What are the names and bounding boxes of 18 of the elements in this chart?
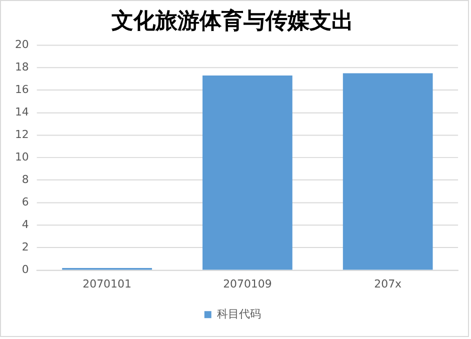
y-tick-label: 14 [14,106,29,118]
y-tick-label: 18 [14,60,29,74]
y-tick-label: 10 [14,150,29,164]
y-tick-label: 0 [22,263,29,276]
x-tick-label: 2070101 [82,278,132,291]
y-tick-label: 20 [14,38,29,51]
x-tick-label: 2070109 [223,278,272,291]
y-tick-label: 16 [14,83,29,96]
y-tick-label: 8 [22,173,29,186]
y-tick-label: 4 [22,218,29,232]
legend-label: 科目代码 [216,307,261,320]
bar [342,73,433,270]
y-tick-label: 6 [22,196,29,209]
x-tick-label: 207x [374,278,402,291]
y-tick-label: 12 [14,128,29,141]
chart-title: 文化旅游体育与传媒支出 [110,8,354,34]
y-tick-label: 2 [22,240,29,254]
bar [202,76,292,270]
